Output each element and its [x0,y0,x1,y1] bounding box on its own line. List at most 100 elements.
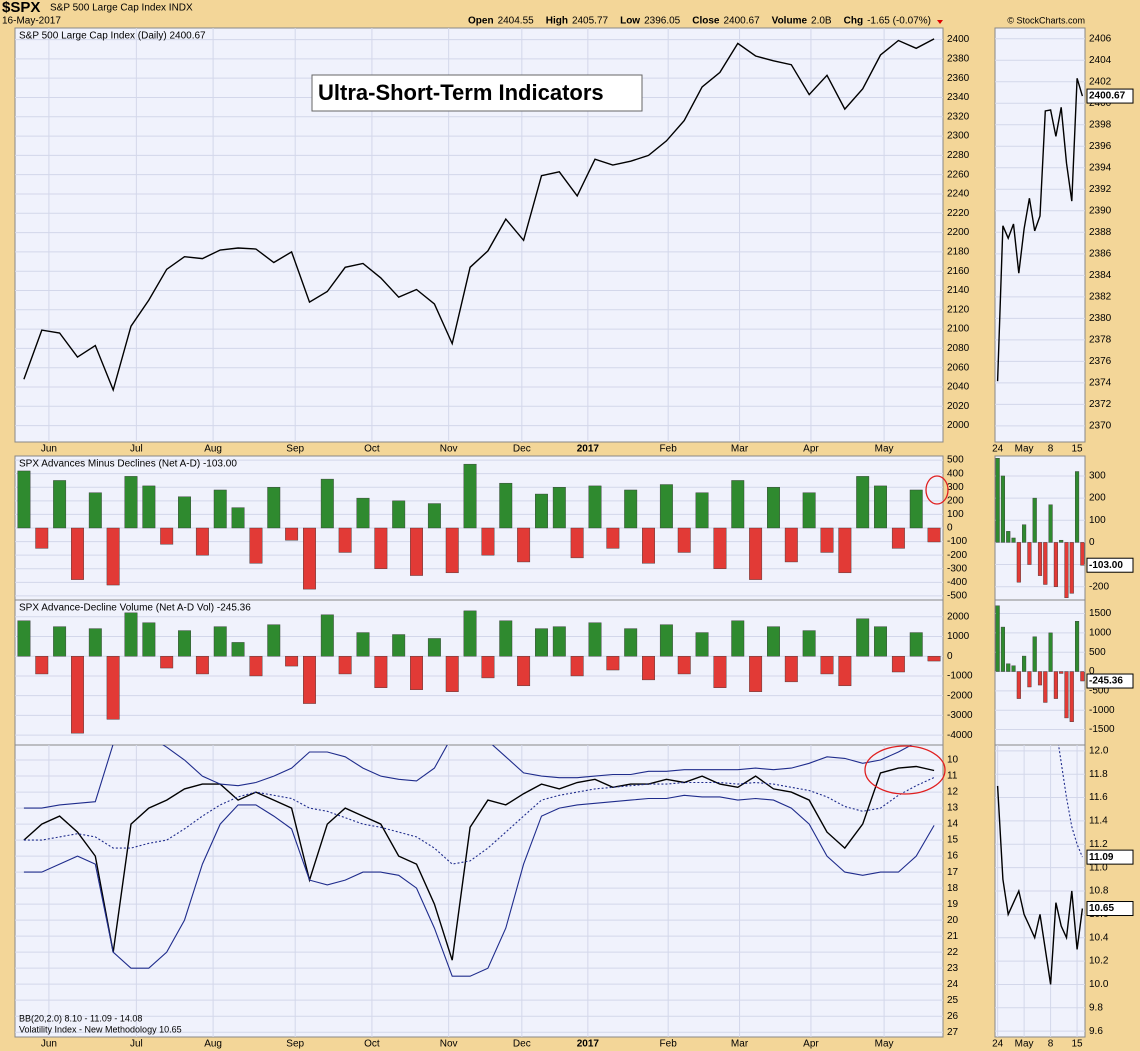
bar [1027,542,1032,565]
bar [356,632,370,657]
y-tick-label: 200 [1089,493,1106,504]
y-tick-label: 2000 [947,420,970,431]
bar [17,470,31,529]
y-tick-label: 2000 [947,611,970,622]
quote-label: Low [620,16,640,27]
y-tick-label: -1000 [947,671,973,682]
x-tick-label: Sep [286,1039,304,1050]
y-tick-label: 2374 [1089,377,1112,388]
bar [17,620,31,657]
bar [856,476,870,529]
panel-title: SPX Advance-Decline Volume (Net A-D Vol)… [19,603,251,614]
value-badge [1086,901,1134,917]
y-tick-label: -500 [1089,686,1109,697]
x-tick-label: Sep [286,444,304,455]
y-tick-label: 2388 [1089,227,1112,238]
y-tick-label: 2390 [1089,205,1112,216]
bar [53,626,67,657]
bar [552,487,566,529]
bar [1048,504,1053,543]
bar [588,485,602,529]
bar [995,605,1000,672]
bar [570,656,584,677]
y-tick-label: 11.8 [1089,769,1108,780]
bar [642,527,655,564]
bar [481,656,495,679]
x-tick-label: 2017 [577,444,600,455]
y-tick-label: 2378 [1089,334,1112,345]
quote-label: Open [468,16,494,27]
y-tick-label: 2260 [947,169,970,180]
bar [802,630,816,657]
bar [1016,542,1021,583]
y-tick-label: 2360 [947,73,970,84]
bar [1069,671,1074,722]
bar [1043,542,1048,585]
x-tick-label: Nov [440,444,458,455]
value-badge-text: -245.36 [1089,676,1123,687]
y-tick-label: -4000 [947,730,973,741]
x-tick-label: 2017 [577,1039,600,1050]
y-tick-label: -500 [947,591,967,602]
bar [606,656,620,671]
quote-value: 2.0B [811,16,832,27]
x-tick-label: 15 [1071,1039,1083,1050]
bar [552,626,566,657]
bar [1037,542,1043,576]
plot-area [14,599,944,746]
bar [410,656,423,690]
quote-label: Volume [772,16,808,27]
bar [624,628,638,657]
bar [427,503,441,529]
x-tick-label: Feb [660,1039,678,1050]
bar [35,527,49,549]
symbol: $SPX [2,0,40,16]
down-arrow [937,20,943,24]
y-tick-label: 2380 [1089,313,1112,324]
y-tick-label: 2376 [1089,356,1112,367]
bar [1011,665,1016,672]
annotation: Ultra-Short-Term Indicators [318,80,604,105]
quote-value: 2396.05 [644,16,681,27]
x-tick-label: Jul [130,1039,143,1050]
y-tick-label: 23 [947,963,959,974]
x-tick-label: Aug [204,444,222,455]
y-tick-label: 2402 [1089,76,1112,87]
value-badge [1086,849,1134,865]
data-line [996,785,1084,985]
y-tick-label: 2392 [1089,184,1112,195]
bar [767,487,780,529]
plot [995,605,1085,731]
bar [71,656,84,734]
bar [213,489,227,529]
y-tick-label: 10.8 [1089,886,1109,897]
bar [659,484,673,529]
bar [303,656,316,704]
bar [285,527,299,541]
y-tick-label: -1500 [1089,724,1115,735]
bar [374,527,388,569]
quote-value: -1.65 (-0.07%) [867,16,931,27]
bar [713,656,727,688]
data-line [1057,745,1083,858]
y-tick-label: 2120 [947,304,970,315]
y-tick-label: 2406 [1089,33,1112,44]
bar [231,507,245,529]
bar [499,620,513,657]
bar [1006,663,1011,672]
bar [1032,497,1037,543]
y-tick-label: 26 [947,1011,959,1022]
bar [927,656,941,662]
x-tick-label: Apr [803,444,819,455]
bar [1064,542,1069,598]
bar [427,638,441,657]
quote-value: 2405.77 [572,16,609,27]
bar [749,656,763,692]
bar [659,624,673,657]
y-tick-label: 15 [947,835,959,846]
y-tick-label: 2180 [947,247,970,258]
x-tick-label: Mar [731,444,749,455]
y-tick-label: 18 [947,883,959,894]
bar [463,463,477,529]
bar [374,656,388,688]
